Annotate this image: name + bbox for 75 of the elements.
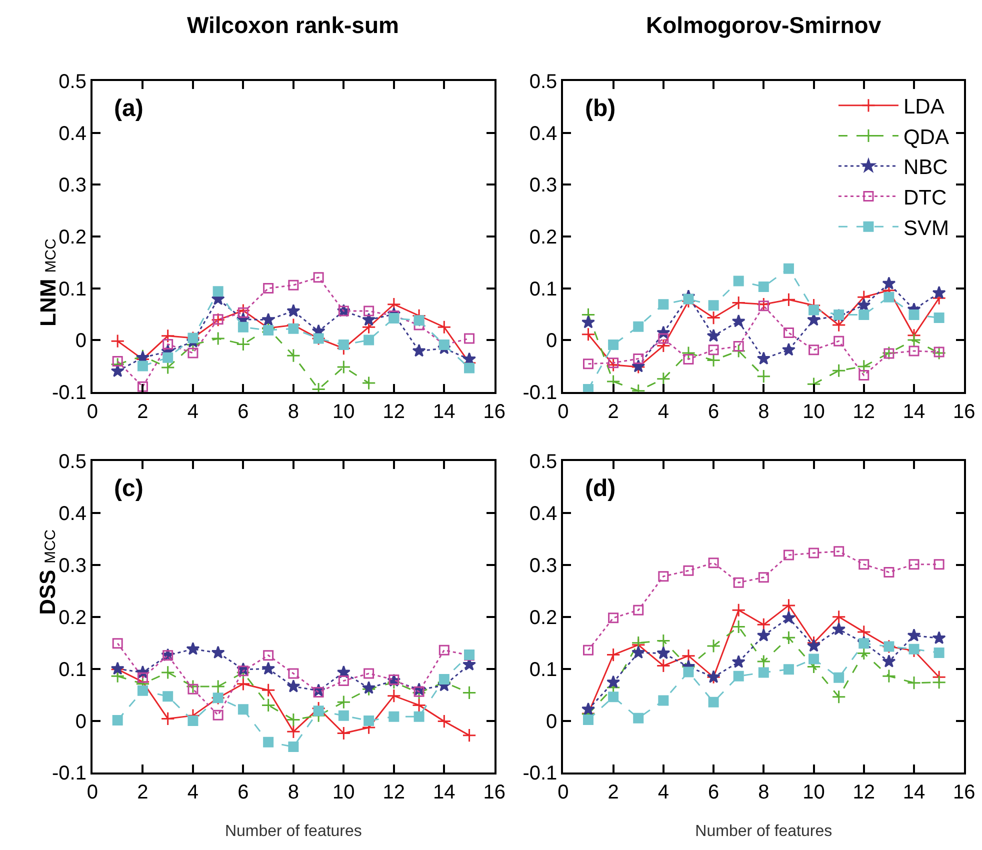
chart-title: Kolmogorov-Smirnov [646, 12, 882, 38]
y-tick-label: -0.1 [52, 762, 86, 785]
y-tick-label: 0.3 [529, 174, 558, 197]
x-tick-label: 2 [608, 782, 619, 804]
x-tick-label: 2 [137, 782, 148, 804]
x-tick-label: 16 [483, 782, 506, 804]
y-axis-title: LNM MCC [36, 238, 61, 326]
x-tick-label: 4 [187, 400, 199, 423]
x-tick-label: 6 [238, 400, 249, 423]
x-tick-label: 10 [802, 782, 825, 804]
x-tick-label: 6 [708, 400, 720, 423]
y-tick-label: 0.2 [529, 606, 558, 629]
y-tick-label: -0.1 [522, 762, 558, 785]
y-tick-label: 0.4 [529, 502, 558, 525]
x-tick-label: 4 [187, 782, 199, 804]
y-tick-label: 0 [546, 330, 558, 352]
x-tick-label: 2 [137, 400, 148, 423]
annotation: (c) [114, 475, 144, 502]
x-tick-label: 12 [382, 782, 406, 804]
x-tick-label: 12 [852, 782, 876, 804]
y-tick-label: 0.5 [529, 71, 558, 94]
x-tick-label: 4 [658, 782, 669, 804]
x-tick-label: 10 [802, 400, 825, 423]
x-tick-label: 8 [288, 400, 299, 423]
x-tick-label: 2 [608, 400, 619, 423]
y-tick-label: 0.4 [529, 122, 558, 145]
y-tick-label: 0 [75, 330, 86, 352]
y-tick-label: -0.1 [52, 382, 86, 404]
x-tick-label: 14 [902, 782, 926, 804]
y-tick-label: 0.2 [58, 606, 86, 629]
y-tick-label: 0.5 [529, 451, 558, 474]
y-tick-label: 0.5 [58, 71, 86, 94]
y-tick-label: 0.3 [58, 174, 86, 197]
x-tick-label: 8 [288, 782, 299, 804]
x-tick-label: 14 [433, 782, 456, 804]
y-tick-label: 0 [75, 710, 86, 733]
x-axis-title: Number of features [695, 822, 832, 840]
y-tick-label: 0.1 [529, 278, 558, 300]
y-tick-label: 0 [546, 710, 558, 733]
x-tick-label: 8 [758, 400, 770, 423]
legend-label: LDA [903, 96, 944, 119]
x-tick-label: 6 [708, 782, 720, 804]
annotation: (b) [585, 95, 616, 122]
x-tick-label: 14 [433, 400, 456, 423]
x-tick-label: 10 [332, 782, 355, 804]
y-axis-title: DSS MCC [35, 529, 60, 615]
y-tick-label: 0.1 [58, 658, 86, 681]
y-tick-label: 0.1 [58, 278, 86, 300]
legend-label: QDA [903, 126, 949, 149]
y-tick-label: 0.1 [529, 658, 558, 681]
y-tick-label: -0.1 [522, 382, 558, 404]
y-tick-label: 0.4 [58, 502, 86, 525]
x-tick-label: 16 [953, 782, 976, 804]
annotation: (a) [114, 95, 144, 122]
x-tick-label: 16 [483, 400, 506, 423]
x-tick-label: 16 [953, 400, 976, 423]
y-tick-label: 0.2 [529, 226, 558, 248]
x-tick-label: 12 [382, 400, 406, 423]
y-tick-label: 0.4 [58, 122, 86, 145]
legend-label: DTC [903, 186, 947, 210]
chart-title: Wilcoxon rank-sum [187, 12, 399, 38]
x-axis-title: Number of features [224, 822, 362, 840]
y-tick-label: 0.5 [58, 451, 86, 474]
x-tick-label: 12 [852, 400, 876, 423]
x-tick-label: 6 [238, 782, 249, 804]
x-tick-label: 10 [332, 400, 355, 423]
x-tick-label: 8 [758, 782, 770, 804]
y-tick-label: 0.2 [58, 226, 86, 248]
legend-label: NBC [903, 156, 948, 180]
y-tick-label: 0.3 [58, 554, 86, 577]
y-tick-label: 0.3 [529, 554, 558, 577]
x-tick-label: 4 [658, 400, 669, 423]
legend-label: SVM [903, 216, 949, 240]
x-tick-label: 14 [902, 400, 926, 423]
annotation: (d) [585, 475, 616, 502]
